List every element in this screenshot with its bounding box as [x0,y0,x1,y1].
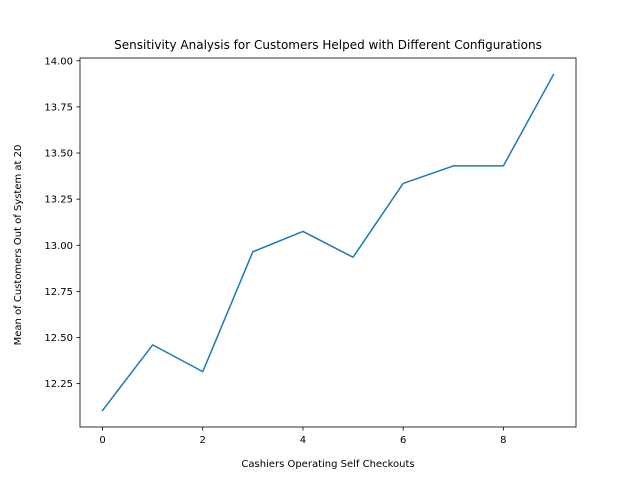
y-tick-label-1: 12.50 [44,333,73,344]
x-tick-label-4: 8 [500,435,506,446]
x-tick-label-0: 0 [99,435,105,446]
y-tick-label-3: 13.00 [44,241,73,252]
x-axis-label: Cashiers Operating Self Checkouts [241,459,414,470]
series-line-0 [101,73,555,412]
data-point-0-8 [502,164,505,167]
plot-area: 0 2 4 6 8 12.25 12.50 12.75 13.00 13.25 13.50 13.75… [44,56,577,446]
data-point-0-6 [402,182,405,185]
data-point-0-7 [452,164,455,167]
y-tick-label-7: 14.00 [44,56,73,67]
chart-title: Sensitivity Analysis for Customers Helpe… [114,38,542,52]
x-tick-label-1: 2 [200,435,206,446]
y-tick-label-5: 13.50 [44,149,73,160]
plot-frame [79,57,577,428]
x-tick-label-3: 6 [400,435,406,446]
x-tick-label-2: 4 [300,435,306,446]
y-tick-label-0: 12.25 [44,379,73,390]
data-point-0-9 [552,73,555,76]
y-tick-label-6: 13.75 [44,102,73,113]
data-point-0-5 [352,256,355,259]
y-tick-label-2: 12.75 [44,287,73,298]
y-axis-label: Mean of Customers Out of System at 20 [13,145,24,346]
y-tick-label-4: 13.25 [44,195,73,206]
data-point-0-3 [251,250,254,253]
data-point-0-1 [151,343,154,346]
data-point-0-2 [201,370,204,373]
data-point-0-0 [101,409,104,412]
data-point-0-4 [301,230,304,233]
